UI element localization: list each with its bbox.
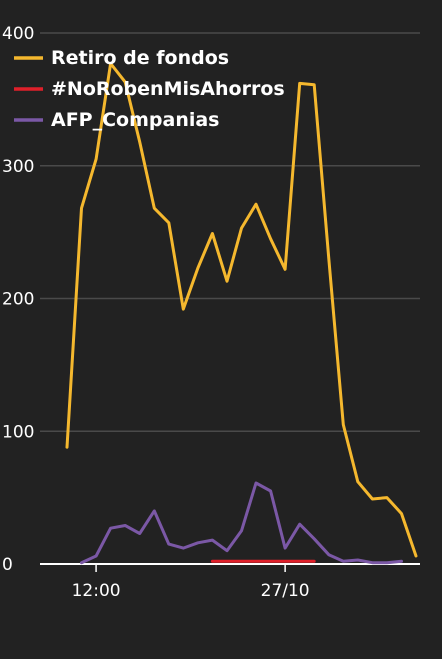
legend-item-retiro-de-fondos[interactable]: Retiro de fondos [14, 47, 229, 69]
y-tick-label: 400 [2, 24, 34, 44]
legend-label: #NoRobenMisAhorros [51, 78, 285, 100]
y-tick-label: 0 [2, 555, 13, 575]
y-axis-ticks: 0 100 200 300 400 [2, 24, 34, 575]
y-tick-label: 200 [2, 290, 34, 310]
gridlines [40, 32, 420, 432]
x-tick-label: 12:00 [72, 581, 121, 601]
x-axis: 12:00 27/10 [40, 563, 420, 601]
series-lines [65, 62, 418, 565]
y-tick-label: 100 [2, 422, 34, 442]
y-tick-label: 300 [2, 157, 34, 177]
x-tick-label: 27/10 [261, 581, 310, 601]
legend-label: Retiro de fondos [51, 47, 229, 69]
legend[interactable]: Retiro de fondos #NoRobenMisAhorros AFP_Co… [14, 47, 285, 131]
legend-label: AFP_Companias [51, 109, 220, 131]
legend-item-norobenmisahorros[interactable]: #NoRobenMisAhorros [14, 78, 285, 100]
series-line-afp-companias [80, 481, 403, 565]
legend-item-afp-companias[interactable]: AFP_Companias [14, 109, 220, 131]
series-line-retiro-de-fondos [65, 62, 418, 558]
